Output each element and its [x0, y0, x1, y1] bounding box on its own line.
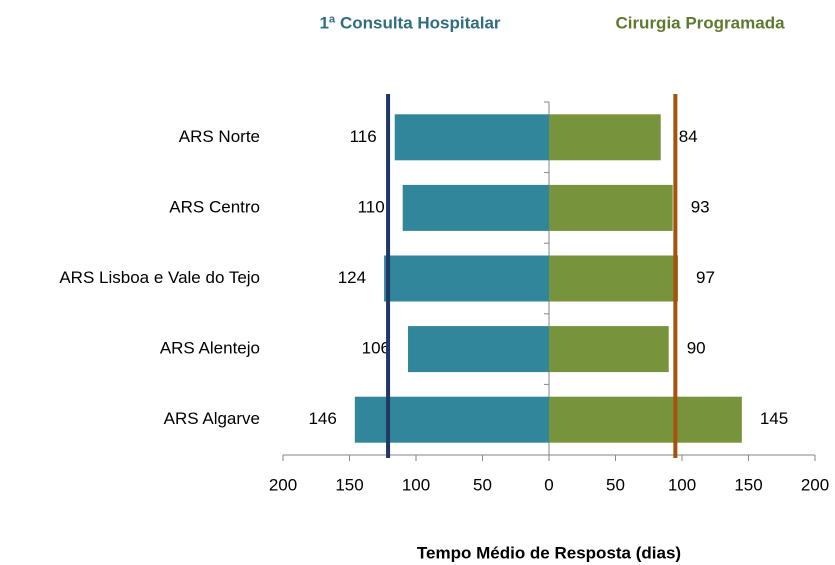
category-label: ARS Centro	[169, 197, 260, 216]
category-label: ARS Lisboa e Vale do Tejo	[59, 268, 260, 287]
value-label: 110	[358, 197, 385, 216]
bar	[549, 326, 669, 373]
bar	[384, 255, 549, 302]
series-title: 1ª Consulta Hospitalar	[319, 13, 500, 32]
x-tick-label: 0	[544, 475, 553, 494]
bar	[354, 396, 549, 443]
series-title: Cirurgia Programada	[615, 13, 785, 32]
x-tick-label: 50	[473, 475, 492, 494]
x-tick-label: 150	[335, 475, 363, 494]
bar	[549, 114, 661, 161]
value-label: 124	[338, 268, 366, 287]
category-label: ARS Algarve	[164, 409, 260, 428]
x-tick-label: 200	[801, 475, 829, 494]
bar	[549, 255, 679, 302]
value-label: 84	[679, 127, 698, 146]
x-tick-label: 100	[402, 475, 430, 494]
bar	[549, 396, 742, 443]
value-label: 106	[362, 339, 390, 358]
bar	[402, 184, 549, 231]
value-label: 146	[308, 409, 336, 428]
x-tick-label: 200	[269, 475, 297, 494]
bar	[549, 184, 673, 231]
x-axis-label: Tempo Médio de Resposta (dias)	[417, 543, 681, 562]
value-label: 97	[696, 268, 715, 287]
bar	[408, 326, 549, 373]
category-label: ARS Norte	[179, 127, 260, 146]
value-label: 93	[691, 197, 710, 216]
x-tick-label: 50	[606, 475, 625, 494]
bar	[394, 114, 549, 161]
x-tick-label: 100	[668, 475, 696, 494]
x-tick-label: 150	[734, 475, 762, 494]
value-label: 145	[760, 409, 788, 428]
value-label: 116	[350, 127, 377, 146]
category-label: ARS Alentejo	[160, 339, 260, 358]
value-label: 90	[687, 339, 706, 358]
